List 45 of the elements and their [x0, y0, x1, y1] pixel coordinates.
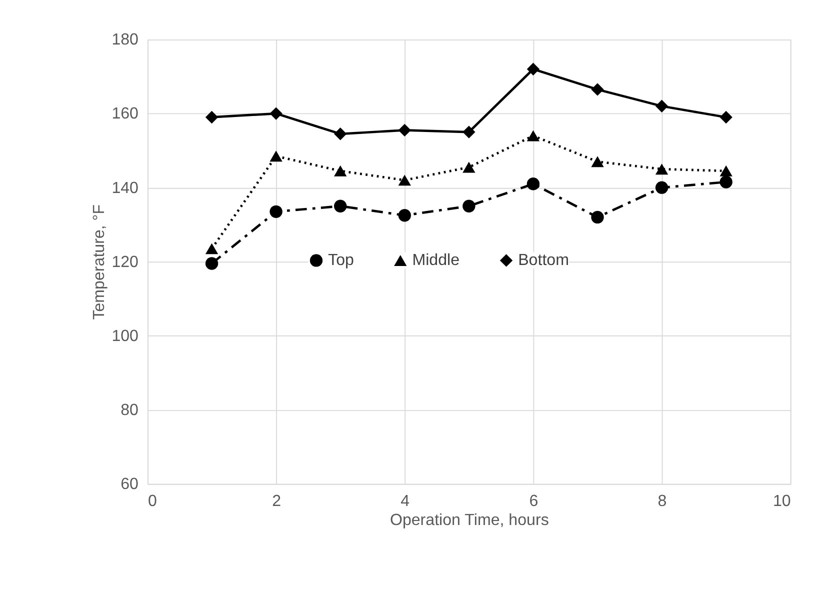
x-tick-label: 4: [400, 492, 410, 510]
legend-label: Top: [328, 251, 354, 270]
y-axis-title: Temperature, °F: [90, 204, 108, 320]
x-axis-title: Operation Time, hours: [390, 510, 549, 529]
point: [655, 100, 668, 112]
point: [655, 164, 668, 175]
point: [591, 156, 604, 168]
point: [205, 110, 218, 124]
y-tick-label: 100: [112, 326, 139, 345]
y-tick-label: 140: [112, 178, 139, 197]
point: [334, 200, 347, 212]
x-tick-label: 2: [272, 492, 282, 510]
point: [270, 205, 282, 218]
point: [398, 124, 411, 137]
point: [334, 128, 347, 140]
point: [591, 83, 604, 96]
point: [720, 176, 732, 188]
point: [720, 110, 732, 124]
point: [270, 150, 282, 162]
point: [720, 165, 732, 176]
point: [526, 62, 540, 76]
y-tick-label: 160: [112, 104, 139, 123]
point: [205, 257, 218, 270]
point: [655, 181, 668, 194]
y-tick-label: 120: [112, 252, 139, 271]
point: [591, 210, 604, 224]
point: [462, 200, 476, 212]
point: [205, 243, 218, 254]
point: [334, 165, 347, 176]
legend-label: Middle: [412, 251, 460, 270]
x-tick-label: 6: [529, 492, 538, 510]
point: [526, 130, 540, 142]
x-tick-label: 0: [148, 492, 157, 510]
point: [398, 209, 411, 222]
y-tick-label: 80: [120, 400, 139, 419]
point: [526, 178, 540, 190]
point: [398, 174, 411, 186]
x-tick-label: 10: [772, 492, 791, 510]
point: [462, 126, 476, 138]
y-tick-label: 180: [112, 30, 139, 49]
point: [270, 107, 282, 120]
x-tick-label: 8: [658, 492, 667, 510]
legend-label: Bottom: [518, 251, 569, 270]
point: [462, 162, 476, 173]
y-tick-label: 60: [120, 475, 139, 494]
